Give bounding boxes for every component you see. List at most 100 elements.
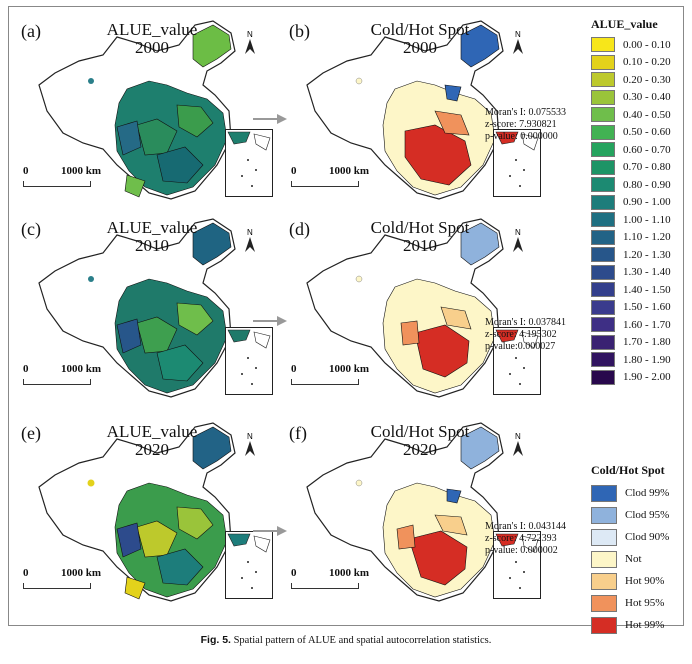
value-legend-swatch bbox=[591, 37, 615, 53]
panel-title-line1: ALUE_value bbox=[106, 218, 198, 237]
scale-bar-line bbox=[23, 379, 91, 385]
value-legend-label: 0.10 - 0.20 bbox=[623, 56, 671, 69]
scale-zero: 0 bbox=[291, 165, 297, 177]
panel-title: Cold/Hot Spot 2000 bbox=[355, 21, 485, 57]
north-label: N bbox=[247, 30, 253, 39]
panel-letter: (c) bbox=[21, 219, 41, 239]
value-legend-item: 1.20 - 1.30 bbox=[591, 246, 671, 264]
south-china-sea-inset bbox=[225, 327, 273, 395]
hotspot-legend-swatch bbox=[591, 550, 617, 568]
panel-c: (c) ALUE_value 2010 N 0 1000 km bbox=[17, 213, 275, 409]
hotspot-legend-label: Not bbox=[625, 553, 642, 565]
north-label: N bbox=[515, 228, 521, 237]
value-legend-item: 1.40 - 1.50 bbox=[591, 281, 671, 299]
hotspot-legend: Cold/Hot Spot Clod 99% Clod 95% Clod 90% No… bbox=[591, 463, 669, 636]
panel-e: (e) ALUE_value 2020 N 0 1000 km bbox=[17, 417, 275, 613]
north-arrow-icon: N bbox=[511, 29, 525, 55]
hotspot-legend-item: Not bbox=[591, 548, 669, 570]
value-legend-label: 1.90 - 2.00 bbox=[623, 371, 671, 384]
value-legend-label: 1.50 - 1.60 bbox=[623, 301, 671, 314]
north-arrow-icon: N bbox=[243, 431, 257, 457]
south-china-sea-inset bbox=[493, 531, 541, 599]
value-legend-item: 0.60 - 0.70 bbox=[591, 141, 671, 159]
north-arrow-icon: N bbox=[243, 227, 257, 253]
scale-distance: 1000 km bbox=[61, 165, 102, 177]
value-legend-item: 1.00 - 1.10 bbox=[591, 211, 671, 229]
hotspot-legend-label: Clod 99% bbox=[625, 487, 670, 499]
value-legend-label: 0.80 - 0.90 bbox=[623, 178, 671, 191]
panel-title: Cold/Hot Spot 2020 bbox=[355, 423, 485, 459]
value-legend-item: 1.10 - 1.20 bbox=[591, 229, 671, 247]
hotspot-legend-swatch bbox=[591, 484, 617, 502]
scale-distance: 1000 km bbox=[329, 165, 370, 177]
value-legend-item: 0.20 - 0.30 bbox=[591, 71, 671, 89]
hotspot-legend-item: Hot 99% bbox=[591, 614, 669, 636]
panel-title: ALUE_value 2000 bbox=[87, 21, 217, 57]
value-legend-label: 1.60 - 1.70 bbox=[623, 318, 671, 331]
hotspot-legend-item: Hot 90% bbox=[591, 570, 669, 592]
hotspot-legend-label: Hot 95% bbox=[625, 597, 665, 609]
panel-letter: (b) bbox=[289, 21, 310, 41]
caption-text: Spatial pattern of ALUE and spatial auto… bbox=[233, 635, 492, 646]
value-legend-label: 0.60 - 0.70 bbox=[623, 143, 671, 156]
hotspot-legend-item: Hot 95% bbox=[591, 592, 669, 614]
scale-zero: 0 bbox=[23, 567, 29, 579]
scale-bar-line bbox=[291, 379, 359, 385]
hotspot-legend-item: Clod 99% bbox=[591, 482, 669, 504]
value-legend-item: 0.30 - 0.40 bbox=[591, 89, 671, 107]
hotspot-legend-swatch bbox=[591, 594, 617, 612]
panel-title-line2: 2020 bbox=[403, 440, 437, 459]
value-legend-label: 1.30 - 1.40 bbox=[623, 266, 671, 279]
value-legend-item: 0.40 - 0.50 bbox=[591, 106, 671, 124]
north-label: N bbox=[515, 432, 521, 441]
panel-letter: (d) bbox=[289, 219, 310, 239]
scale-zero: 0 bbox=[291, 363, 297, 375]
stats-2020: Moran's I: 0.043144 z-score: 4.722393 p-… bbox=[485, 521, 566, 557]
panel-letter: (a) bbox=[21, 21, 41, 41]
scale-distance: 1000 km bbox=[329, 567, 370, 579]
north-label: N bbox=[247, 432, 253, 441]
panel-title-line2: 2000 bbox=[403, 38, 437, 57]
right-arrow-icon bbox=[253, 523, 287, 536]
value-legend-swatch bbox=[591, 72, 615, 88]
value-legend-label: 1.70 - 1.80 bbox=[623, 336, 671, 349]
morans-i: Moran's I: 0.043144 bbox=[485, 521, 566, 532]
value-legend-label: 0.40 - 0.50 bbox=[623, 108, 671, 121]
hotspot-legend-rows: Clod 99% Clod 95% Clod 90% Not Hot 90% Hot 95… bbox=[591, 482, 669, 636]
value-legend-swatch bbox=[591, 229, 615, 245]
value-legend-swatch bbox=[591, 334, 615, 350]
panel-title: Cold/Hot Spot 2010 bbox=[355, 219, 485, 255]
panel-title-line1: ALUE_value bbox=[106, 20, 198, 39]
value-legend-label: 0.20 - 0.30 bbox=[623, 73, 671, 86]
value-legend-item: 0.10 - 0.20 bbox=[591, 54, 671, 72]
caption-label: Fig. 5. bbox=[200, 634, 231, 646]
value-legend-label: 1.00 - 1.10 bbox=[623, 213, 671, 226]
stats-2010: Moran's I: 0.037841 z-score: 4.195302 p-… bbox=[485, 317, 566, 353]
value-legend-swatch bbox=[591, 177, 615, 193]
stats-2000: Moran's I: 0.075533 z-score: 7.930821 p-… bbox=[485, 107, 566, 143]
value-legend-swatch bbox=[591, 194, 615, 210]
value-legend-item: 1.80 - 1.90 bbox=[591, 351, 671, 369]
south-china-sea-inset bbox=[493, 327, 541, 395]
value-legend-item: 0.90 - 1.00 bbox=[591, 194, 671, 212]
panel-title-line2: 2010 bbox=[403, 236, 437, 255]
hotspot-legend-title: Cold/Hot Spot bbox=[591, 463, 665, 477]
value-legend-swatch bbox=[591, 317, 615, 333]
china-map-value-2020 bbox=[38, 422, 236, 602]
value-legend-item: 0.00 - 0.10 bbox=[591, 36, 671, 54]
panel-d: (d) Cold/Hot Spot 2010 N 0 1000 km bbox=[285, 213, 543, 409]
value-legend-swatch bbox=[591, 247, 615, 263]
north-arrow-icon: N bbox=[511, 431, 525, 457]
value-legend-label: 1.40 - 1.50 bbox=[623, 283, 671, 296]
north-label: N bbox=[247, 228, 253, 237]
value-legend-item: 0.50 - 0.60 bbox=[591, 124, 671, 142]
figure-frame: (a) ALUE_value 2000 N 0 1000 km (b bbox=[8, 6, 684, 634]
value-legend-label: 1.20 - 1.30 bbox=[623, 248, 671, 261]
value-legend: ALUE_value 0.00 - 0.10 0.10 - 0.20 0.20 - … bbox=[591, 17, 671, 386]
panel-title-line1: Cold/Hot Spot bbox=[370, 20, 470, 39]
p-value: p-value: 0.000002 bbox=[485, 545, 558, 556]
scale-distance: 1000 km bbox=[61, 363, 102, 375]
value-legend-swatch bbox=[591, 107, 615, 123]
south-china-sea-inset bbox=[225, 129, 273, 197]
value-legend-item: 1.90 - 2.00 bbox=[591, 369, 671, 387]
